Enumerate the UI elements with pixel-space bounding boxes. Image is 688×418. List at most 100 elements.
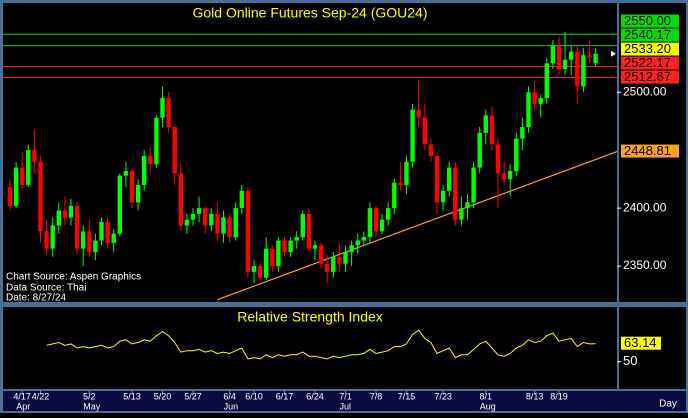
x-tick-label: 8/13 [526, 391, 544, 401]
candle-body [50, 225, 55, 249]
y-tick-label: 2350.00 [623, 258, 667, 272]
candle-body [99, 222, 104, 241]
candle-body [526, 92, 531, 128]
candle-body [233, 208, 238, 238]
candle-body [32, 150, 37, 162]
candle-body [416, 109, 421, 118]
candle-body [379, 219, 385, 232]
candle-body [251, 266, 257, 272]
candle-body [160, 98, 165, 118]
candle-body [148, 155, 153, 165]
y-tick-label: 2400.00 [623, 200, 667, 214]
candle-body [300, 213, 305, 238]
candle-body [154, 117, 159, 165]
x-tick-label: 6/10 [245, 391, 263, 401]
candle-body [331, 256, 336, 272]
candle-body [392, 182, 397, 209]
candle-body [404, 161, 409, 185]
candle-body [361, 237, 366, 241]
month-label: Jul [340, 401, 352, 411]
value-box [621, 336, 661, 350]
x-tick-label: 8/19 [550, 391, 568, 401]
candle-body [135, 184, 141, 203]
x-tick-label: 6/17 [276, 391, 294, 401]
candle-body [62, 210, 68, 218]
value-box [621, 14, 679, 28]
candle-body [38, 161, 43, 232]
candle-body [410, 109, 415, 162]
candle-body [129, 171, 135, 203]
trendline [217, 150, 618, 301]
candle-body [593, 53, 598, 64]
candle-body [355, 240, 360, 246]
candle-body [581, 55, 586, 87]
candle-body [538, 98, 543, 104]
candle-body [264, 248, 269, 278]
candle-body [239, 190, 244, 209]
rsi-title: Relative Strength Index [237, 309, 383, 325]
candle-body [349, 245, 354, 253]
month-label: May [83, 401, 101, 411]
candle-body [117, 175, 122, 234]
annotation: Chart Source: Aspen Graphics [6, 272, 141, 283]
candle-body [343, 252, 348, 264]
rsi-line [46, 329, 596, 360]
candle-body [142, 155, 147, 185]
candle-body [501, 173, 507, 180]
x-tick-label: 7/15 [398, 391, 416, 401]
value-box-label: 2512.67 [624, 69, 671, 84]
candle-body [245, 190, 251, 272]
date-axis [3, 391, 686, 411]
candle-body [44, 231, 49, 249]
month-label: Apr [16, 401, 30, 411]
candle-body [209, 213, 214, 226]
candle-body [123, 171, 129, 176]
x-tick-label: 6/24 [306, 391, 324, 401]
candle-body [282, 240, 287, 253]
candle-body [544, 63, 549, 99]
candle-body [227, 217, 232, 238]
annotation: Data Source: Thai [6, 283, 86, 294]
rsi-panel [3, 307, 617, 389]
candle-body [556, 45, 562, 70]
candle-body [221, 217, 226, 234]
candle-body [257, 266, 263, 278]
value-box-label: 2522.17 [624, 55, 671, 70]
annotation: Date: 8/27/24 [6, 293, 66, 304]
candle-body [532, 92, 537, 104]
candle-body [166, 98, 171, 128]
value-box-label: 2533.20 [624, 41, 671, 56]
y-tick-label: 2500.00 [623, 84, 667, 98]
candle-body [105, 222, 110, 243]
x-tick-label: 5/27 [184, 391, 202, 401]
candle-body [550, 45, 556, 64]
x-tick-label: 5/13 [123, 391, 141, 401]
value-box-label: 2540.17 [624, 27, 671, 42]
candle-body [7, 187, 13, 206]
candle-body [520, 127, 525, 139]
candle-body [172, 127, 177, 174]
candle-body [26, 150, 31, 185]
candle-body [495, 144, 501, 174]
candle-body [270, 248, 275, 267]
candle-body [447, 167, 452, 191]
candle-body [56, 210, 61, 226]
last-pointer [611, 50, 616, 57]
candle-body [325, 263, 330, 272]
candle-body [386, 208, 391, 220]
value-box [621, 144, 679, 158]
candle-body [508, 171, 513, 180]
candle-body [514, 138, 519, 172]
value-box-label: 63.14 [624, 335, 657, 350]
candle-body [196, 208, 202, 214]
x-tick-label: 4/22 [32, 391, 50, 401]
candle-body [203, 208, 208, 226]
x-tick-label: 8/1 [480, 391, 493, 401]
value-box [621, 56, 679, 70]
value-box-label: 2550.00 [624, 13, 671, 28]
candle-body [398, 182, 403, 185]
candle-body [367, 208, 373, 238]
x-tick-label: 4/17 [13, 391, 31, 401]
